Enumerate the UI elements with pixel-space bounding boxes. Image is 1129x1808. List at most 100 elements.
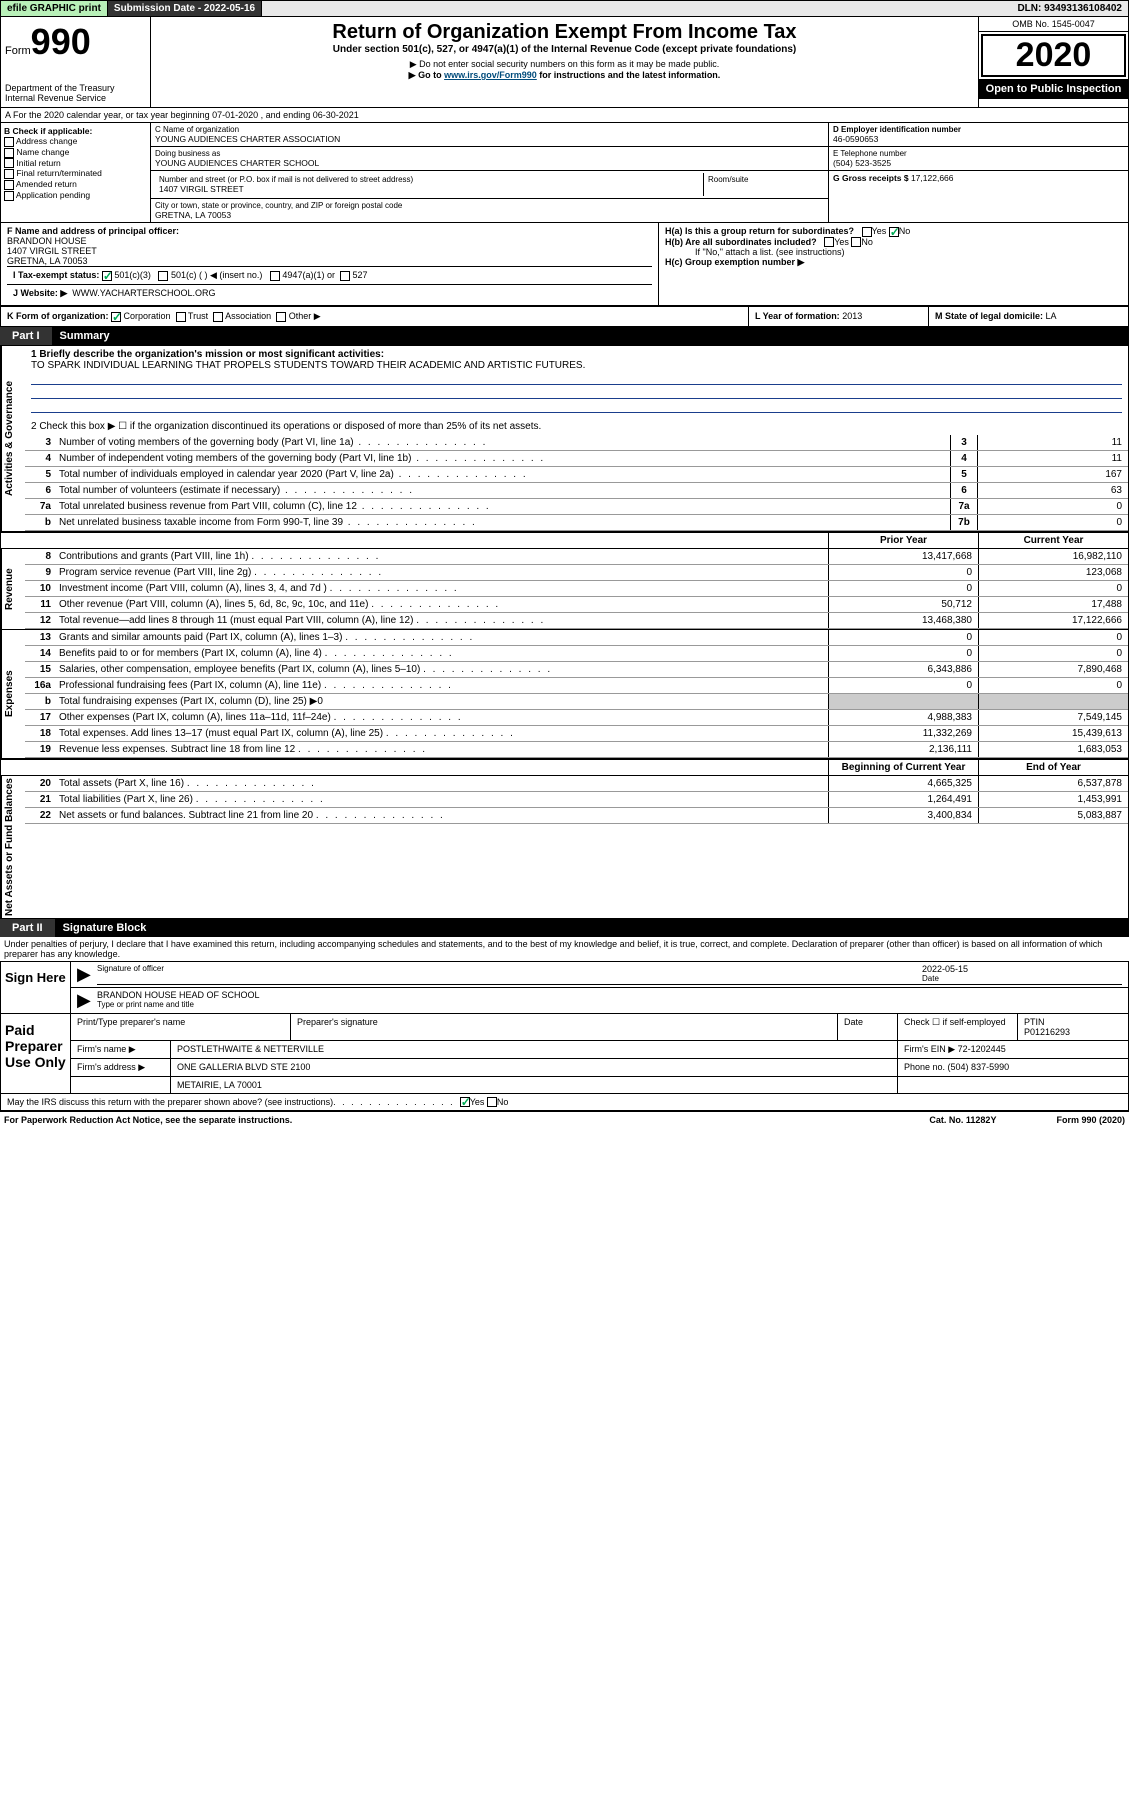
summary-line: 18Total expenses. Add lines 13–17 (must … [25,726,1128,742]
dba-name: YOUNG AUDIENCES CHARTER SCHOOL [155,158,824,168]
signature-block: Sign Here ▶ Signature of officer 2022-05… [0,961,1129,1111]
col-b-checkboxes: B Check if applicable: Address change Na… [1,123,151,222]
officer-signature-name: BRANDON HOUSE HEAD OF SCHOOL [97,990,1122,1000]
row-f-h: F Name and address of principal officer:… [0,223,1129,306]
tab-expenses: Expenses [1,630,25,758]
4947-checkbox[interactable] [270,271,280,281]
amended-checkbox[interactable]: Amended return [4,179,147,190]
other-checkbox[interactable] [276,312,286,322]
officer-name: BRANDON HOUSE [7,236,652,246]
irs-link[interactable]: www.irs.gov/Form990 [444,70,537,80]
501c-checkbox[interactable] [158,271,168,281]
paid-preparer-label: Paid Preparer Use Only [1,1014,71,1093]
summary-line: 15Salaries, other compensation, employee… [25,662,1128,678]
summary-line: bTotal fundraising expenses (Part IX, co… [25,694,1128,710]
street-address: 1407 VIRGIL STREET [159,184,699,194]
tax-year: 2020 [981,34,1126,77]
part-ii-header: Part II Signature Block [0,919,1129,937]
tab-net-assets: Net Assets or Fund Balances [1,776,25,918]
state-domicile: LA [1046,311,1057,321]
prior-year-header: Prior Year [828,533,978,548]
summary-line: 8Contributions and grants (Part VIII, li… [25,549,1128,565]
final-checkbox[interactable]: Final return/terminated [4,168,147,179]
summary-line: 4Number of independent voting members of… [25,451,1128,467]
summary-line: 12Total revenue—add lines 8 through 11 (… [25,613,1128,629]
tab-revenue: Revenue [1,549,25,629]
firm-city: METAIRIE, LA 70001 [171,1077,898,1093]
efile-button[interactable]: efile GRAPHIC print [1,1,108,16]
summary-line: 10Investment income (Part VIII, column (… [25,581,1128,597]
officer-addr: 1407 VIRGIL STREET [7,246,652,256]
penalty-statement: Under penalties of perjury, I declare th… [0,937,1129,961]
current-year-header: Current Year [978,533,1128,548]
discuss-yes[interactable] [460,1097,470,1107]
summary-line: 14Benefits paid to or for members (Part … [25,646,1128,662]
discuss-no[interactable] [487,1097,497,1107]
sign-here-label: Sign Here [1,962,71,1013]
trust-checkbox[interactable] [176,312,186,322]
dept-label: Department of the Treasury Internal Reve… [5,83,146,103]
pending-checkbox[interactable]: Application pending [4,190,147,201]
top-bar: efile GRAPHIC print Submission Date - 20… [0,0,1129,17]
summary-line: 19Revenue less expenses. Subtract line 1… [25,742,1128,758]
ha-yes[interactable] [862,227,872,237]
ptin: P01216293 [1024,1027,1070,1037]
summary-line: 22Net assets or fund balances. Subtract … [25,808,1128,824]
mission-statement: TO SPARK INDIVIDUAL LEARNING THAT PROPEL… [31,360,585,371]
501c3-checkbox[interactable] [102,271,112,281]
section-b-c-d: B Check if applicable: Address change Na… [0,123,1129,223]
summary-line: 6Total number of volunteers (estimate if… [25,483,1128,499]
summary-line: 13Grants and similar amounts paid (Part … [25,630,1128,646]
note-link: ▶ Go to www.irs.gov/Form990 for instruct… [155,70,974,81]
col-d-e-g: D Employer identification number 46-0590… [828,123,1128,222]
addr-change-checkbox[interactable]: Address change [4,136,147,147]
form-title: Return of Organization Exempt From Incom… [155,21,974,44]
firm-name: POSTLETHWAITE & NETTERVILLE [171,1041,898,1058]
gross-receipts: 17,122,666 [911,173,954,183]
telephone: (504) 523-3525 [833,158,1124,168]
open-public-badge: Open to Public Inspection [979,79,1128,99]
firm-phone: (504) 837-5990 [948,1062,1010,1072]
part-i-header: Part I Summary [0,327,1129,345]
firm-ein: 72-1202445 [958,1044,1006,1054]
row-a-tax-year: A For the 2020 calendar year, or tax yea… [0,108,1129,123]
summary-line: 3Number of voting members of the governi… [25,435,1128,451]
summary-line: 17Other expenses (Part IX, column (A), l… [25,710,1128,726]
summary-line: 21Total liabilities (Part X, line 26) 1,… [25,792,1128,808]
omb-number: OMB No. 1545-0047 [979,17,1128,32]
note-ssn: ▶ Do not enter social security numbers o… [155,59,974,70]
summary-line: 7aTotal unrelated business revenue from … [25,499,1128,515]
corp-checkbox[interactable] [111,312,121,322]
summary-line: 20Total assets (Part X, line 16) 4,665,3… [25,776,1128,792]
summary-section: Activities & Governance 1 Briefly descri… [0,345,1129,919]
row-k-l-m: K Form of organization: Corporation Trus… [0,306,1129,327]
assoc-checkbox[interactable] [213,312,223,322]
ein: 46-0590653 [833,134,1124,144]
officer-city: GRETNA, LA 70053 [7,256,652,266]
sign-date: 2022-05-15 [922,964,1122,974]
form-header: Form990 Department of the Treasury Inter… [0,17,1129,108]
website-url[interactable]: WWW.YACHARTERSCHOOL.ORG [72,288,215,298]
org-name: YOUNG AUDIENCES CHARTER ASSOCIATION [155,134,824,144]
form-number: Form990 [5,21,146,63]
hb-no[interactable] [851,237,861,247]
end-year-header: End of Year [978,760,1128,775]
summary-line: 16aProfessional fundraising fees (Part I… [25,678,1128,694]
line-2: 2 Check this box ▶ ☐ if the organization… [25,418,1128,435]
col-c-org-info: C Name of organization YOUNG AUDIENCES C… [151,123,828,222]
hb-yes[interactable] [824,237,834,247]
tax-exempt-row: I Tax-exempt status: 501(c)(3) 501(c) ( … [7,266,652,284]
summary-line: 5Total number of individuals employed in… [25,467,1128,483]
summary-line: 9Program service revenue (Part VIII, lin… [25,565,1128,581]
dln-box: DLN: 93493136108402 [1011,1,1128,16]
tab-governance: Activities & Governance [1,346,25,531]
name-change-checkbox[interactable]: Name change [4,147,147,158]
ha-no[interactable] [889,227,899,237]
website-row: J Website: ▶ WWW.YACHARTERSCHOOL.ORG [7,284,652,302]
year-formation: 2013 [842,311,862,321]
527-checkbox[interactable] [340,271,350,281]
summary-line: bNet unrelated business taxable income f… [25,515,1128,531]
summary-line: 11Other revenue (Part VIII, column (A), … [25,597,1128,613]
page-footer: For Paperwork Reduction Act Notice, see … [0,1111,1129,1128]
initial-checkbox[interactable]: Initial return [4,158,147,169]
